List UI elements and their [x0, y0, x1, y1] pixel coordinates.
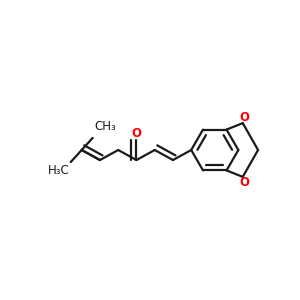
- Text: O: O: [131, 127, 142, 140]
- Text: CH₃: CH₃: [94, 120, 116, 133]
- Text: H₃C: H₃C: [47, 164, 69, 177]
- Text: O: O: [239, 176, 250, 189]
- Text: O: O: [239, 111, 250, 124]
